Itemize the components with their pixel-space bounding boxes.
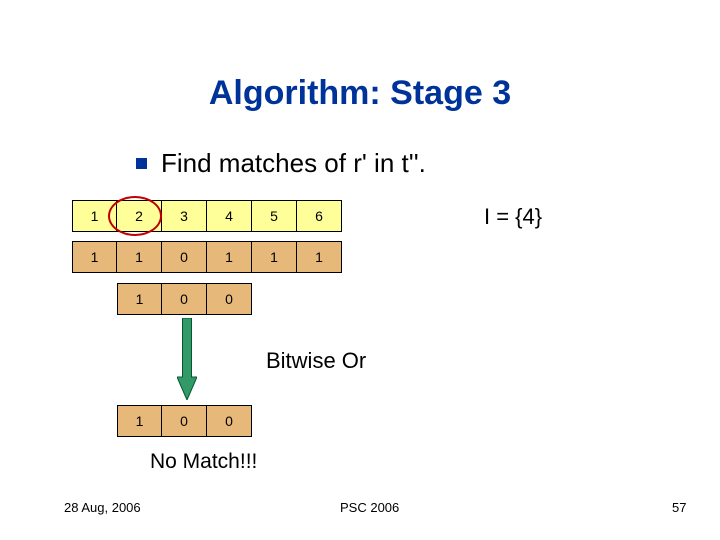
cell: 0: [162, 241, 207, 273]
cell: 0: [207, 283, 252, 315]
cell: 0: [162, 283, 207, 315]
footer-date: 28 Aug, 2006: [64, 500, 141, 515]
subheading: Find matches of r' in t''.: [136, 148, 426, 179]
cell: 1: [117, 405, 162, 437]
cell: 3: [162, 200, 207, 232]
cell: 1: [207, 241, 252, 273]
bitwise-or-label: Bitwise Or: [266, 348, 366, 374]
cell: 1: [252, 241, 297, 273]
arrow-down-icon: [177, 318, 197, 400]
cell: 1: [117, 283, 162, 315]
t-row: 110111: [72, 241, 342, 273]
cell: 1: [297, 241, 342, 273]
cell: 5: [252, 200, 297, 232]
result-row: 100: [117, 405, 252, 437]
slide-title: Algorithm: Stage 3: [0, 0, 720, 113]
cell: 4: [207, 200, 252, 232]
cell: 1: [117, 241, 162, 273]
cell: 0: [207, 405, 252, 437]
bullet-icon: [136, 158, 147, 169]
cell: 6: [297, 200, 342, 232]
highlight-oval: [108, 196, 162, 236]
no-match-label: No Match!!!: [150, 450, 257, 474]
footer-page: 57: [672, 500, 686, 515]
cell: 1: [72, 241, 117, 273]
i-set-label: I = {4}: [484, 204, 542, 230]
footer-conf: PSC 2006: [340, 500, 399, 515]
cell: 0: [162, 405, 207, 437]
subheading-text: Find matches of r' in t''.: [161, 148, 426, 179]
r-row: 100: [117, 283, 252, 315]
